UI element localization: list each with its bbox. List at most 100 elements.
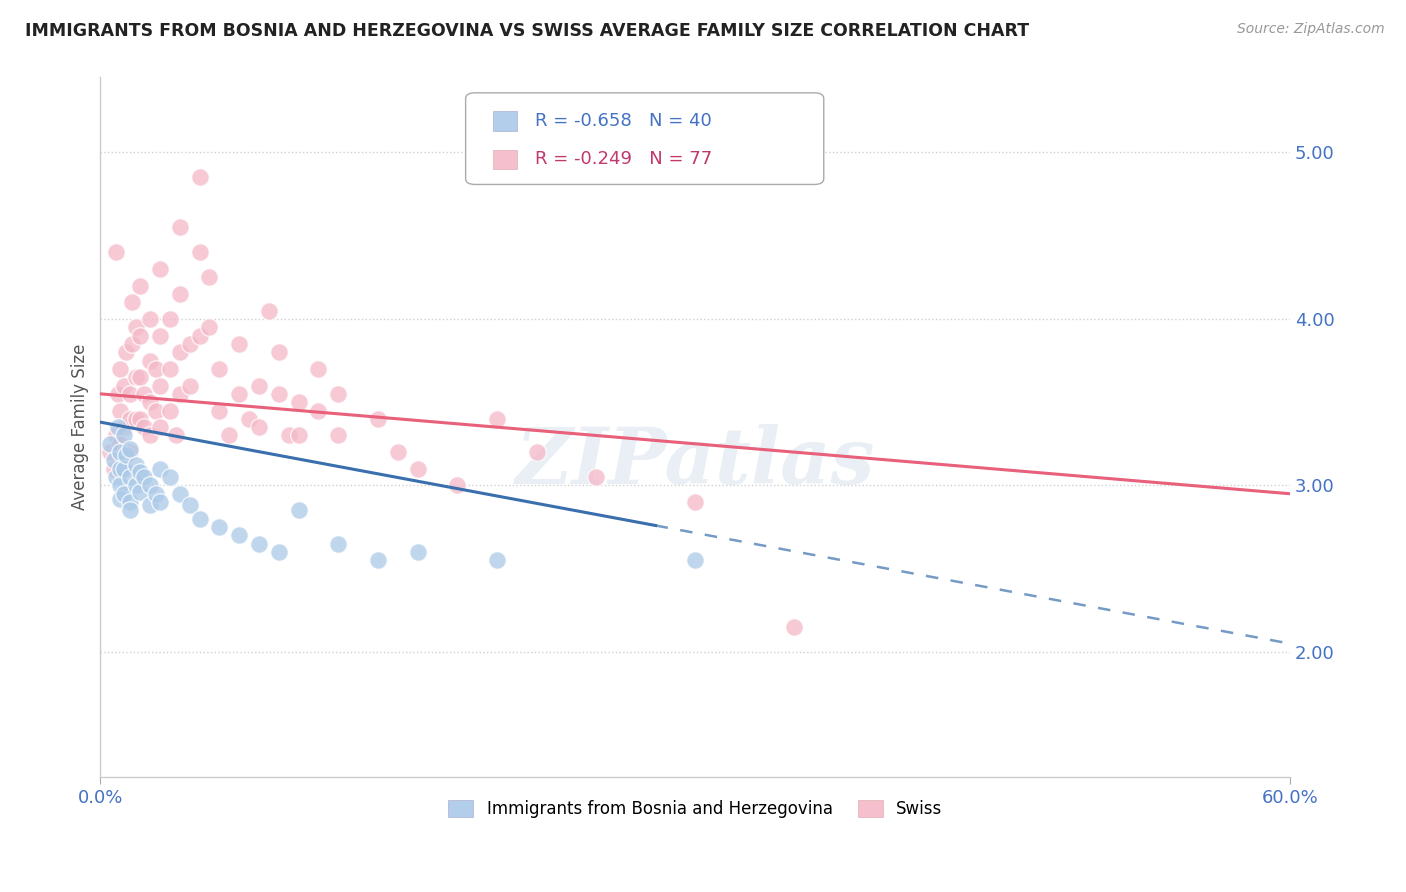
Point xyxy=(683,495,706,509)
Point xyxy=(247,537,270,551)
Point xyxy=(108,403,131,417)
Point xyxy=(287,503,309,517)
Legend: Immigrants from Bosnia and Herzegovina, Swiss: Immigrants from Bosnia and Herzegovina, … xyxy=(441,793,949,824)
Point xyxy=(287,428,309,442)
Point xyxy=(112,378,135,392)
FancyBboxPatch shape xyxy=(465,93,824,185)
Point xyxy=(145,487,167,501)
Point xyxy=(98,437,121,451)
Point xyxy=(149,420,172,434)
Point xyxy=(228,337,250,351)
Point xyxy=(112,487,135,501)
Point xyxy=(149,495,172,509)
Point xyxy=(108,445,131,459)
Point xyxy=(149,462,172,476)
Point xyxy=(159,403,181,417)
Point xyxy=(228,528,250,542)
Point xyxy=(228,387,250,401)
FancyBboxPatch shape xyxy=(494,150,517,169)
Point xyxy=(485,553,508,567)
Point xyxy=(179,378,201,392)
Point xyxy=(526,445,548,459)
Point xyxy=(367,412,389,426)
Point xyxy=(169,220,191,235)
Point xyxy=(277,428,299,442)
Point xyxy=(188,512,211,526)
Point xyxy=(267,387,290,401)
Point xyxy=(105,245,128,260)
Point xyxy=(132,387,155,401)
Point xyxy=(149,328,172,343)
Point xyxy=(328,537,350,551)
Point xyxy=(169,287,191,301)
Point xyxy=(108,478,131,492)
Point xyxy=(149,262,172,277)
Point xyxy=(328,428,350,442)
Point xyxy=(105,428,128,442)
Point xyxy=(169,487,191,501)
Point xyxy=(121,337,143,351)
Point xyxy=(267,545,290,559)
Point xyxy=(139,478,162,492)
Point xyxy=(125,412,148,426)
FancyBboxPatch shape xyxy=(494,111,517,130)
Point xyxy=(139,312,162,326)
Point xyxy=(159,470,181,484)
Text: IMMIGRANTS FROM BOSNIA AND HERZEGOVINA VS SWISS AVERAGE FAMILY SIZE CORRELATION : IMMIGRANTS FROM BOSNIA AND HERZEGOVINA V… xyxy=(25,22,1029,40)
Point xyxy=(98,445,121,459)
Point xyxy=(107,420,129,434)
Point xyxy=(129,465,152,479)
Point xyxy=(107,387,129,401)
Point xyxy=(159,312,181,326)
Point xyxy=(120,442,142,456)
Point xyxy=(112,420,135,434)
Point xyxy=(105,470,128,484)
Point xyxy=(129,485,152,500)
Point xyxy=(247,378,270,392)
Point xyxy=(115,449,138,463)
Point xyxy=(132,420,155,434)
Y-axis label: Average Family Size: Average Family Size xyxy=(72,344,89,510)
Point xyxy=(129,328,152,343)
Text: R = -0.249   N = 77: R = -0.249 N = 77 xyxy=(534,151,711,169)
Point xyxy=(367,553,389,567)
Point xyxy=(328,387,350,401)
Point xyxy=(485,412,508,426)
Point xyxy=(120,445,142,459)
Point xyxy=(208,520,231,534)
Point xyxy=(165,428,187,442)
Text: ZIPatlas: ZIPatlas xyxy=(516,424,875,500)
Point xyxy=(129,412,152,426)
Point xyxy=(238,412,260,426)
Point xyxy=(139,499,162,513)
Point xyxy=(125,320,148,334)
Point xyxy=(267,345,290,359)
Point xyxy=(208,362,231,376)
Point xyxy=(139,353,162,368)
Text: Source: ZipAtlas.com: Source: ZipAtlas.com xyxy=(1237,22,1385,37)
Point xyxy=(247,420,270,434)
Point xyxy=(406,462,429,476)
Point xyxy=(108,362,131,376)
Point xyxy=(387,445,409,459)
Point xyxy=(257,303,280,318)
Point xyxy=(145,403,167,417)
Point xyxy=(132,470,155,484)
Point xyxy=(120,503,142,517)
Point xyxy=(308,403,330,417)
Point xyxy=(406,545,429,559)
Point xyxy=(120,470,142,484)
Point xyxy=(125,478,148,492)
Text: R = -0.658   N = 40: R = -0.658 N = 40 xyxy=(534,112,711,130)
Point xyxy=(188,245,211,260)
Point xyxy=(683,553,706,567)
Point xyxy=(218,428,240,442)
Point xyxy=(115,345,138,359)
Point xyxy=(129,370,152,384)
Point xyxy=(139,428,162,442)
Point xyxy=(120,412,142,426)
Point xyxy=(208,403,231,417)
Point xyxy=(198,320,221,334)
Point xyxy=(159,362,181,376)
Point xyxy=(585,470,607,484)
